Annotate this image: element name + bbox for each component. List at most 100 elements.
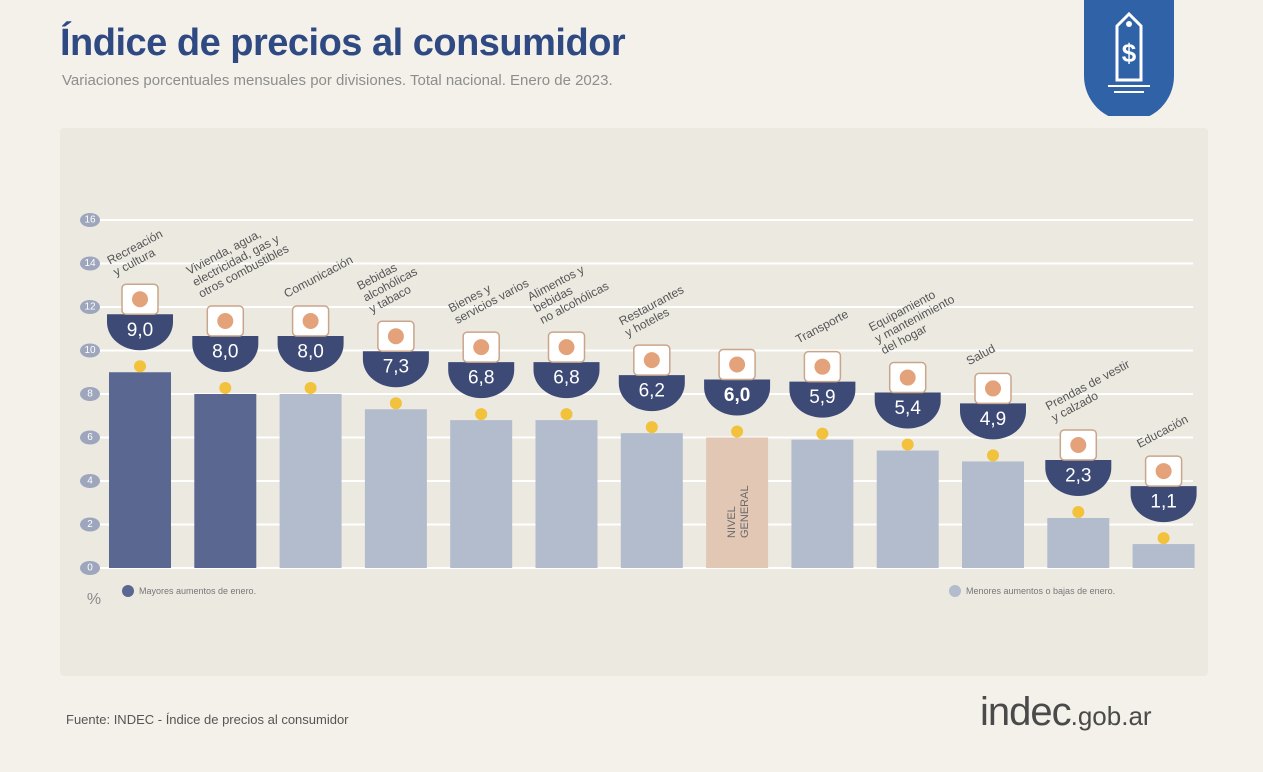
value-badge bbox=[362, 351, 429, 388]
value-label: 8,0 bbox=[212, 342, 238, 363]
y-tick-label: 4 bbox=[87, 476, 93, 487]
category-label-line: NIVEL bbox=[726, 506, 738, 538]
category-label: Salud bbox=[964, 341, 998, 368]
category-label: NIVELGENERAL bbox=[726, 485, 751, 538]
y-axis-unit: % bbox=[87, 591, 101, 608]
y-tick-label: 16 bbox=[84, 215, 96, 226]
division-illustration-accent bbox=[729, 356, 746, 373]
value-badge bbox=[1045, 459, 1112, 496]
svg-text:$: $ bbox=[1122, 38, 1137, 68]
value-dot bbox=[134, 360, 146, 373]
value-badge bbox=[789, 381, 856, 418]
value-dot bbox=[645, 421, 658, 434]
category-label: Educación bbox=[1134, 412, 1190, 451]
division-illustration-accent bbox=[814, 358, 831, 375]
division-illustration-accent bbox=[302, 313, 319, 329]
value-label: 6,8 bbox=[553, 368, 579, 389]
division-illustration-accent bbox=[387, 328, 404, 345]
y-tick-marker bbox=[80, 256, 100, 271]
category-label-line: Educación bbox=[1134, 412, 1190, 451]
chart-title: Índice de precios al consumidor bbox=[60, 22, 626, 64]
category-label-line: Comunicación bbox=[281, 253, 355, 301]
category-label: Bienes yservicios varios bbox=[446, 264, 531, 326]
value-label: 9,0 bbox=[127, 320, 153, 341]
category-label: Vivienda, agua,electricidad, gas yotros … bbox=[184, 218, 291, 300]
y-tick-label: 12 bbox=[84, 302, 96, 313]
division-illustration-accent bbox=[132, 291, 148, 308]
bar bbox=[1047, 517, 1110, 568]
bar bbox=[876, 450, 939, 568]
value-label: 4,9 bbox=[980, 409, 1006, 430]
value-badge bbox=[448, 362, 515, 399]
value-dot bbox=[1072, 505, 1085, 518]
division-illustration-accent bbox=[217, 313, 234, 329]
brand-main: indec bbox=[980, 690, 1072, 734]
y-tick-label: 14 bbox=[84, 258, 96, 269]
bar-chart: 0 2 4 6 8 10 12 14 16% 9,0 Recreacióny cultura 8,0… bbox=[80, 213, 1197, 608]
value-dot bbox=[304, 382, 317, 394]
value-dot bbox=[1157, 532, 1170, 545]
bar bbox=[194, 394, 257, 568]
bar bbox=[450, 420, 513, 568]
division-illustration-accent bbox=[643, 352, 660, 369]
bar bbox=[279, 394, 342, 568]
y-tick-marker bbox=[80, 430, 100, 445]
category-label: Transporte bbox=[793, 307, 851, 347]
y-tick-label: 6 bbox=[87, 432, 93, 443]
brand-tld: .gob.ar bbox=[1070, 701, 1152, 731]
value-label: 6,2 bbox=[639, 381, 665, 402]
value-badge bbox=[533, 362, 600, 399]
y-tick-marker bbox=[80, 213, 100, 227]
value-label: 8,0 bbox=[297, 342, 323, 363]
division-illustration-accent bbox=[899, 369, 916, 386]
bar bbox=[620, 433, 683, 568]
value-dot bbox=[560, 408, 573, 421]
legend-label: Mayores aumentos de enero. bbox=[139, 586, 256, 596]
category-label-line: Salud bbox=[964, 341, 998, 368]
category-label: Restaurantesy hoteles bbox=[617, 282, 693, 339]
division-illustration-accent bbox=[985, 380, 1001, 397]
division-illustration-accent bbox=[473, 339, 490, 356]
value-label: 1,1 bbox=[1150, 492, 1176, 513]
value-label: 5,9 bbox=[809, 387, 835, 408]
legend-swatch bbox=[122, 585, 134, 597]
value-dot bbox=[987, 449, 999, 462]
value-dot bbox=[731, 425, 744, 438]
y-tick-label: 0 bbox=[87, 563, 93, 574]
division-illustration-accent bbox=[1155, 463, 1172, 480]
y-tick-marker bbox=[80, 300, 100, 314]
y-tick-marker bbox=[80, 387, 100, 401]
bar bbox=[109, 372, 171, 568]
value-badge bbox=[960, 403, 1026, 440]
bar bbox=[535, 420, 598, 568]
y-tick-label: 2 bbox=[87, 519, 93, 530]
category-label: Alimentos ybebidasno alcohólicas bbox=[525, 256, 611, 327]
source-note: Fuente: INDEC - Índice de precios al con… bbox=[66, 712, 349, 727]
chart-subtitle: Variaciones porcentuales mensuales por d… bbox=[62, 72, 613, 89]
value-badge bbox=[874, 392, 941, 429]
value-dot bbox=[901, 438, 914, 451]
category-label: Equipamientoy mantenimientodel hogar bbox=[866, 280, 963, 357]
value-dot bbox=[816, 427, 829, 440]
category-label: Comunicación bbox=[281, 253, 355, 301]
value-label: 6,8 bbox=[468, 368, 494, 389]
value-badge bbox=[618, 375, 685, 412]
value-label: 2,3 bbox=[1065, 465, 1091, 486]
value-label: 7,3 bbox=[383, 357, 409, 378]
division-illustration-accent bbox=[1070, 436, 1087, 453]
bar bbox=[364, 409, 427, 568]
y-tick-label: 10 bbox=[84, 345, 96, 356]
value-dot bbox=[219, 382, 232, 394]
indec-logo: indec.gob.ar bbox=[980, 690, 1152, 735]
legend-label: Menores aumentos o bajas de enero. bbox=[966, 586, 1115, 596]
value-badge bbox=[704, 379, 771, 416]
y-tick-marker bbox=[80, 474, 100, 488]
division-illustration-accent bbox=[558, 339, 575, 356]
category-label-line: Transporte bbox=[793, 307, 851, 347]
y-tick-marker bbox=[80, 517, 100, 532]
y-tick-marker bbox=[80, 343, 100, 358]
value-badge bbox=[277, 336, 344, 372]
value-dot bbox=[389, 397, 402, 410]
bar bbox=[962, 461, 1024, 568]
category-label: Recreacióny cultura bbox=[105, 227, 171, 279]
